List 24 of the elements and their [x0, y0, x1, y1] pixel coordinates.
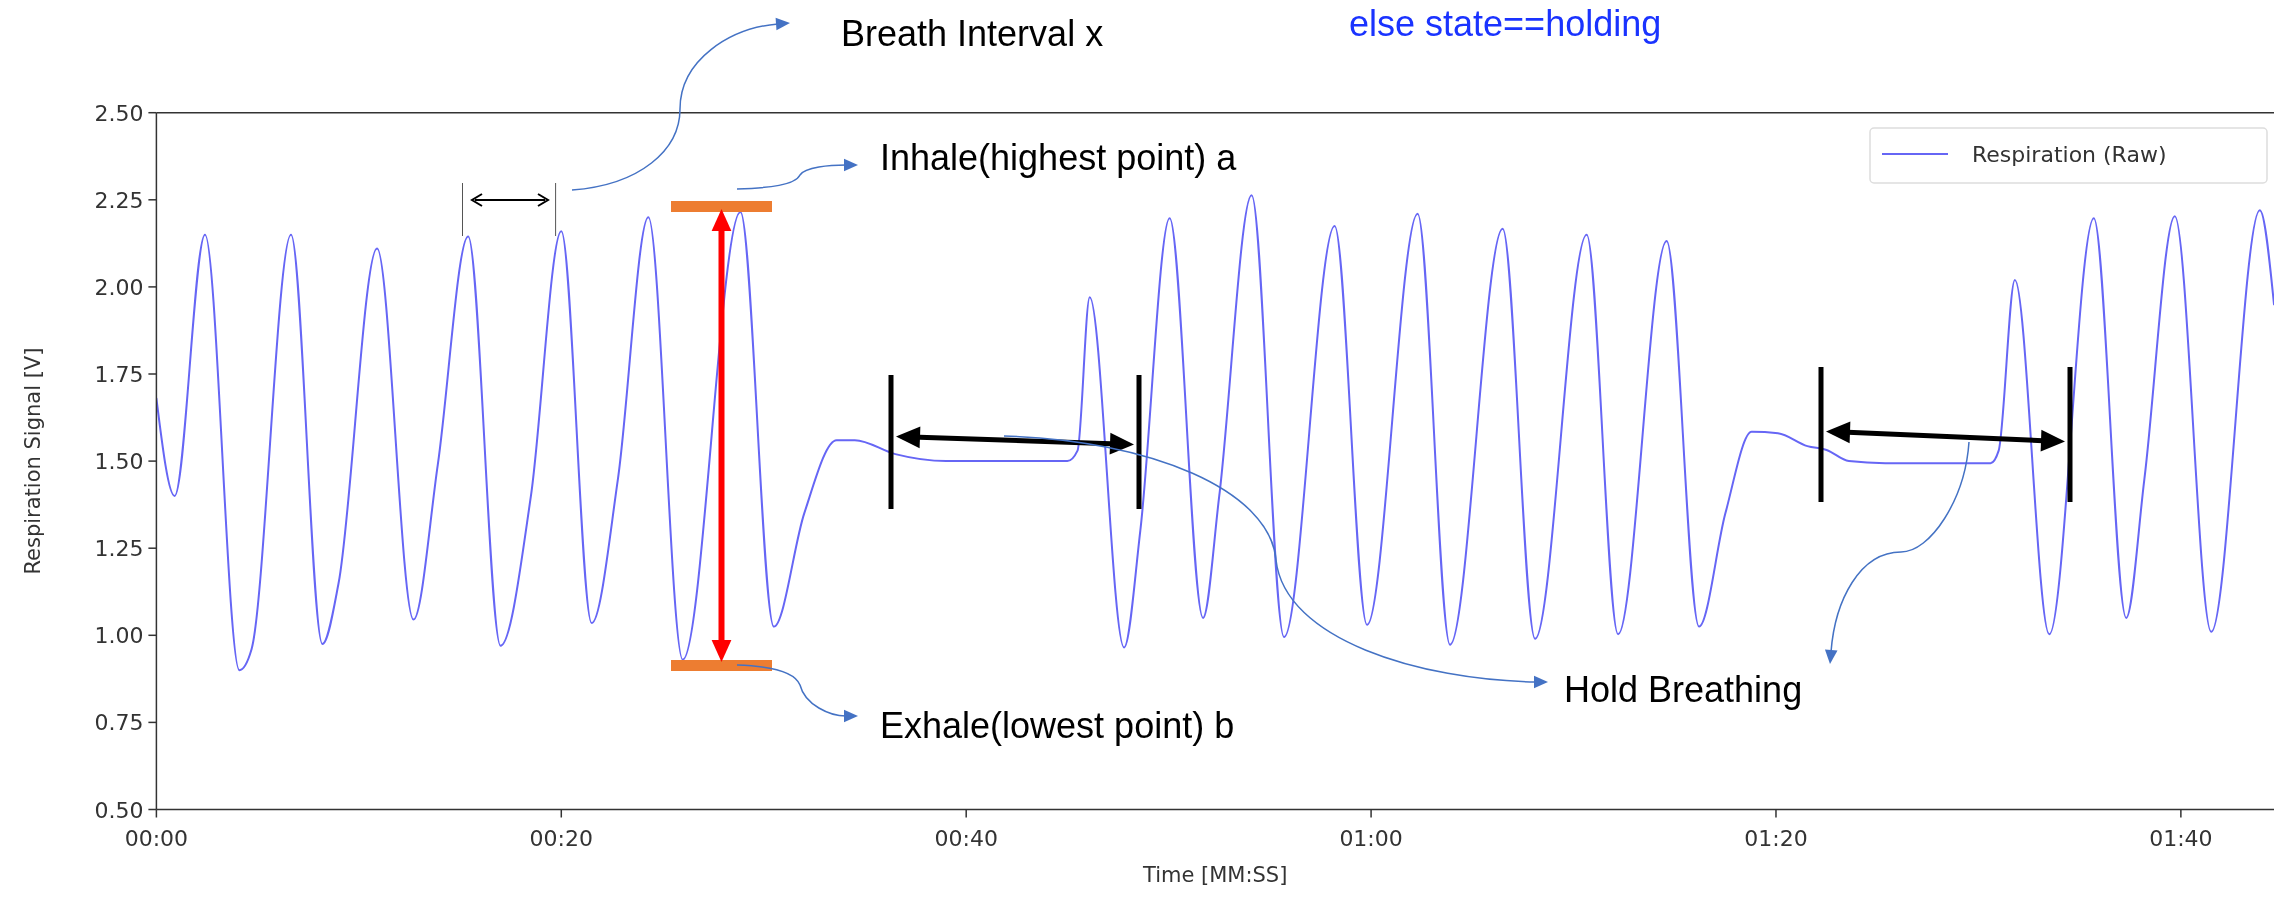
y-tick-label: 2.00	[94, 274, 144, 300]
x-axis-title: Time [MM:SS]	[1141, 862, 1288, 887]
x-tick-label: 00:20	[529, 825, 593, 851]
y-tick-label: 2.50	[94, 100, 144, 126]
text: Breath Interval x	[841, 13, 1104, 54]
legend-label: Respiration (Raw)	[1972, 142, 2167, 167]
y-tick-label: 0.75	[94, 710, 144, 736]
x-tick-label: 01:40	[2149, 825, 2213, 851]
annotation: Hold Breathing	[1564, 669, 1803, 710]
x-tick-label: 00:00	[124, 825, 189, 851]
line-series	[156, 194, 2274, 672]
y-tick-label: 0.50	[94, 797, 144, 823]
y-tick-label: 1.50	[94, 449, 144, 475]
x-tick-label: 01:00	[1339, 825, 1403, 851]
x-tick-label: 00:40	[934, 825, 998, 851]
y-tick-label: 1.75	[94, 362, 144, 387]
y-tick-label: 1.25	[94, 536, 144, 562]
y-tick-label: 2.25	[94, 187, 144, 213]
annotation: Exhale(lowest point) b	[880, 705, 1235, 746]
y-tick-label: 1.00	[94, 623, 144, 649]
text: else state==holding	[1349, 3, 1662, 44]
annotation: Inhale(highest point) a	[880, 137, 1238, 178]
y-axis-title: Respiration Signal [V]	[21, 347, 45, 575]
x-tick-label: 01:20	[1744, 825, 1808, 851]
